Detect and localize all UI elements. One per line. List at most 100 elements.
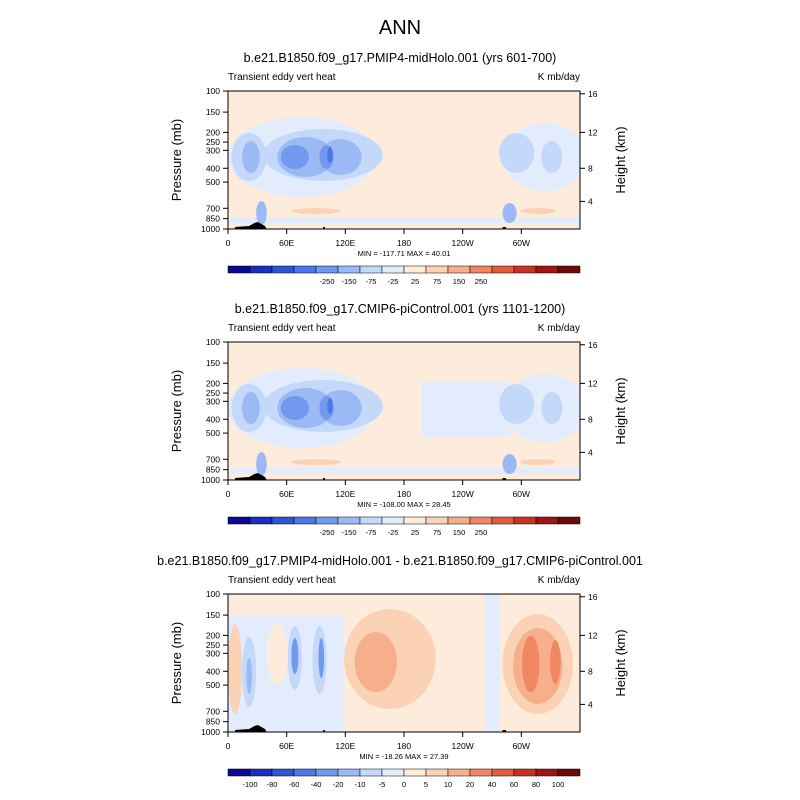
topography — [323, 478, 325, 480]
contour-fill — [242, 141, 260, 173]
contour-fill — [291, 208, 341, 214]
contour-fill — [266, 624, 288, 684]
y-tick-label: 250 — [206, 388, 220, 398]
contour-fill — [327, 147, 333, 163]
chart-panel: b.e21.B1850.f09_g17.PMIP4-midHolo.001 - … — [157, 554, 643, 789]
colorbar-label: -250 — [319, 528, 334, 537]
y2-axis-label: Height (km) — [613, 629, 628, 696]
x-tick-label: 60W — [513, 238, 530, 248]
y-tick-label: 100 — [206, 589, 220, 599]
colorbar-label: -20 — [333, 780, 344, 789]
colorbar-label: -10 — [355, 780, 366, 789]
contour-fill — [520, 459, 556, 465]
contour-fill — [246, 658, 252, 694]
contour-fill — [484, 594, 500, 732]
contour-fill — [499, 384, 535, 424]
y-tick-label: 150 — [206, 107, 220, 117]
colorbar-label: -100 — [242, 780, 257, 789]
figure-title: ANN — [379, 17, 421, 39]
topography — [502, 478, 507, 480]
y2-tick-label: 16 — [588, 592, 598, 602]
contour-fill — [228, 468, 580, 474]
y2-tick-label: 8 — [588, 666, 593, 676]
y-tick-label: 100 — [206, 86, 220, 96]
y2-tick-label: 4 — [588, 699, 593, 709]
x-tick-label: 120W — [452, 489, 474, 499]
colorbar-swatch — [557, 768, 581, 777]
y-tick-label: 850 — [206, 465, 220, 475]
y2-tick-label: 12 — [588, 127, 598, 137]
y-tick-label: 100 — [206, 337, 220, 347]
colorbar-swatch — [403, 265, 427, 274]
colorbar-label: -75 — [366, 277, 377, 286]
colorbar-swatch — [293, 768, 317, 777]
colorbar-swatch — [491, 768, 515, 777]
contour-fill — [280, 145, 309, 169]
colorbar-swatch — [227, 265, 251, 274]
colorbar-swatch — [513, 768, 537, 777]
colorbar-label: -150 — [341, 528, 356, 537]
topography — [323, 730, 325, 732]
y-tick-label: 700 — [206, 203, 220, 213]
colorbar-label: 20 — [466, 780, 474, 789]
y2-tick-label: 8 — [588, 163, 593, 173]
y-axis-label: Pressure (mb) — [169, 119, 184, 201]
colorbar-swatch — [337, 265, 361, 274]
x-tick-label: 120E — [335, 741, 355, 751]
colorbar-label: -25 — [388, 277, 399, 286]
contour-fill — [256, 452, 267, 476]
colorbar-swatch — [513, 516, 537, 525]
colorbar-label: 40 — [488, 780, 496, 789]
y-tick-label: 200 — [206, 630, 220, 640]
colorbar-swatch — [271, 516, 295, 525]
y2-tick-label: 4 — [588, 447, 593, 457]
colorbar-label: -25 — [388, 528, 399, 537]
y-axis-label: Pressure (mb) — [169, 622, 184, 704]
contour-fill — [228, 624, 243, 714]
colorbar-swatch — [447, 768, 471, 777]
colorbar-label: 75 — [433, 277, 441, 286]
colorbar-label: 100 — [552, 780, 565, 789]
colorbar-swatch — [469, 516, 493, 525]
contour-fill — [502, 203, 517, 223]
y-tick-label: 500 — [206, 428, 220, 438]
colorbar-label: 0 — [402, 780, 406, 789]
y-tick-label: 200 — [206, 378, 220, 388]
y-tick-label: 700 — [206, 454, 220, 464]
y-tick-label: 500 — [206, 680, 220, 690]
x-tick-label: 60W — [513, 489, 530, 499]
topography — [235, 725, 267, 732]
y2-tick-label: 4 — [588, 196, 593, 206]
units-label: K mb/day — [538, 72, 580, 83]
contour-fill — [521, 636, 540, 692]
colorbar-swatch — [425, 768, 449, 777]
contour-fill — [327, 398, 333, 414]
colorbar-swatch — [381, 516, 405, 525]
topography — [323, 227, 325, 229]
x-tick-label: 60E — [279, 741, 294, 751]
heatmap-field — [228, 91, 580, 229]
contour-fill — [520, 208, 556, 214]
contour-fill — [499, 133, 535, 173]
heatmap-field — [228, 342, 580, 480]
y-tick-label: 400 — [206, 414, 220, 424]
y2-axis-label: Height (km) — [613, 377, 628, 444]
colorbar-swatch — [359, 516, 383, 525]
colorbar-label: 150 — [453, 528, 466, 537]
x-tick-label: 60E — [279, 238, 294, 248]
colorbar-swatch — [337, 516, 361, 525]
x-tick-label: 0 — [226, 741, 231, 751]
colorbar-swatch — [403, 516, 427, 525]
x-tick-label: 120E — [335, 489, 355, 499]
stats-label: MIN = -117.71 MAX = 40.01 — [358, 249, 451, 258]
colorbar-swatch — [337, 768, 361, 777]
colorbar-swatch — [557, 265, 581, 274]
x-tick-label: 0 — [226, 238, 231, 248]
colorbar-swatch — [469, 768, 493, 777]
colorbar-swatch — [293, 265, 317, 274]
contour-fill — [242, 392, 260, 424]
y-tick-label: 700 — [206, 706, 220, 716]
colorbar-swatch — [447, 516, 471, 525]
colorbar-swatch — [557, 516, 581, 525]
y2-tick-label: 12 — [588, 630, 598, 640]
